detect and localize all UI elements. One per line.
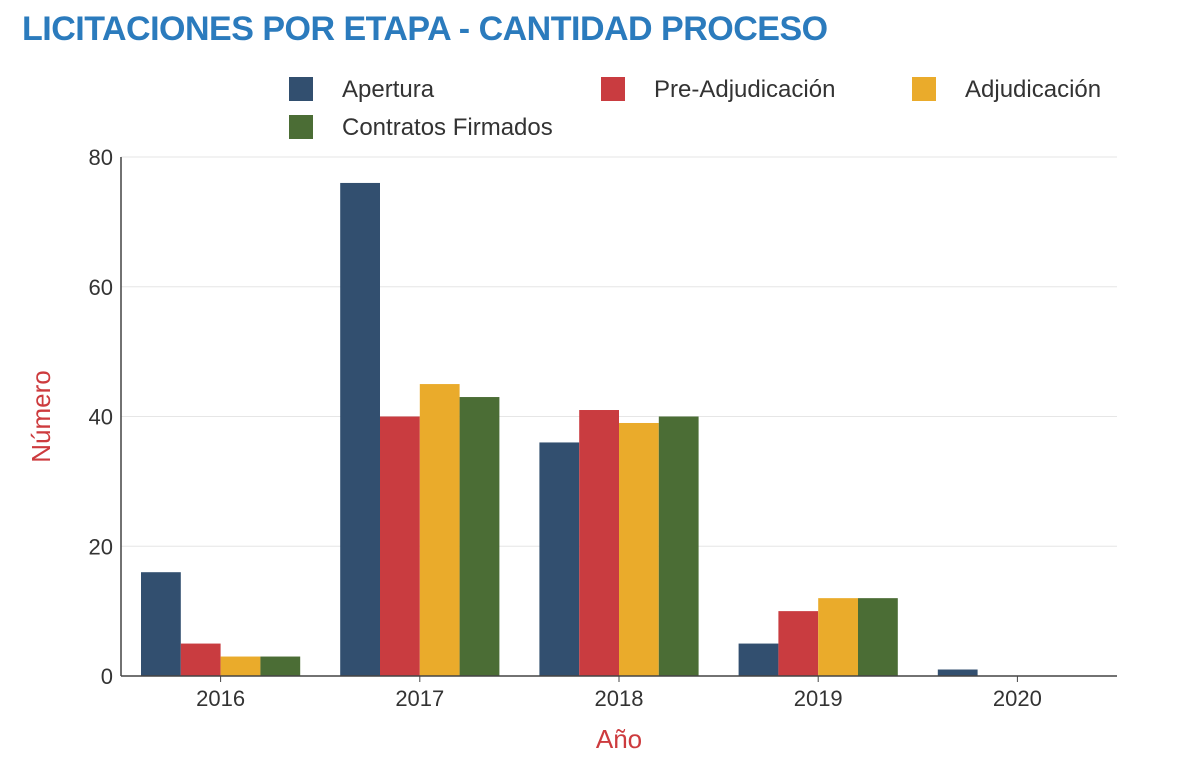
y-tick-label: 80 [89, 145, 113, 170]
legend-swatch [289, 115, 313, 139]
legend-swatch [289, 77, 313, 101]
x-tick-label: 2019 [794, 686, 843, 711]
bar-contratos-firmados-2019[interactable] [858, 598, 898, 676]
bar-pre-adjudicaci-n-2018[interactable] [579, 410, 619, 676]
y-tick-label: 40 [89, 405, 113, 430]
y-axis-title: Número [26, 370, 56, 462]
bar-contratos-firmados-2017[interactable] [459, 397, 500, 676]
legend-label: Pre-Adjudicación [654, 76, 835, 103]
legend-item-apertura[interactable]: Apertura [289, 76, 435, 103]
bar-pre-adjudicaci-n-2019[interactable] [778, 611, 819, 676]
y-tick-label: 0 [101, 664, 113, 689]
y-tick-label: 60 [89, 275, 113, 300]
legend-item-adjudicaci-n[interactable]: Adjudicación [912, 76, 1101, 103]
bar-pre-adjudicaci-n-2016[interactable] [180, 643, 221, 676]
bar-adjudicaci-n-2019[interactable] [818, 598, 858, 676]
bar-adjudicaci-n-2018[interactable] [619, 422, 659, 676]
bar-apertura-2019[interactable] [738, 643, 779, 676]
bar-apertura-2017[interactable] [340, 182, 380, 676]
bar-contratos-firmados-2018[interactable] [658, 416, 699, 677]
bar-apertura-2020[interactable] [937, 669, 978, 676]
legend-item-contratos-firmados[interactable]: Contratos Firmados [289, 114, 553, 141]
legend-item-pre-adjudicaci-n[interactable]: Pre-Adjudicación [601, 76, 835, 103]
bar-apertura-2016[interactable] [141, 572, 181, 676]
bars [141, 182, 978, 677]
bar-contratos-firmados-2016[interactable] [260, 656, 301, 676]
x-axis-title: Año [596, 724, 642, 754]
bar-apertura-2018[interactable] [539, 442, 580, 676]
bar-pre-adjudicaci-n-2017[interactable] [380, 416, 420, 677]
bar-adjudicaci-n-2016[interactable] [220, 656, 261, 676]
legend: Apertura Pre-Adjudicación Adjudicación Cont… [289, 76, 1101, 141]
chart-title: LICITACIONES POR ETAPA - CANTIDAD PROCES… [22, 10, 828, 48]
legend-swatch [912, 77, 936, 101]
x-tick-label: 2017 [395, 686, 444, 711]
x-tick-label: 2016 [196, 686, 245, 711]
x-tick-label: 2020 [993, 686, 1042, 711]
legend-label: Contratos Firmados [342, 114, 553, 141]
y-tick-label: 20 [89, 534, 113, 559]
x-tick-label: 2018 [595, 686, 644, 711]
axes: 0 20 40 60 80 2016 2017 2018 2019 2020 [89, 145, 1117, 711]
legend-label: Apertura [342, 76, 435, 103]
legend-swatch [601, 77, 625, 101]
bar-adjudicaci-n-2017[interactable] [419, 384, 460, 676]
legend-label: Adjudicación [965, 76, 1101, 103]
